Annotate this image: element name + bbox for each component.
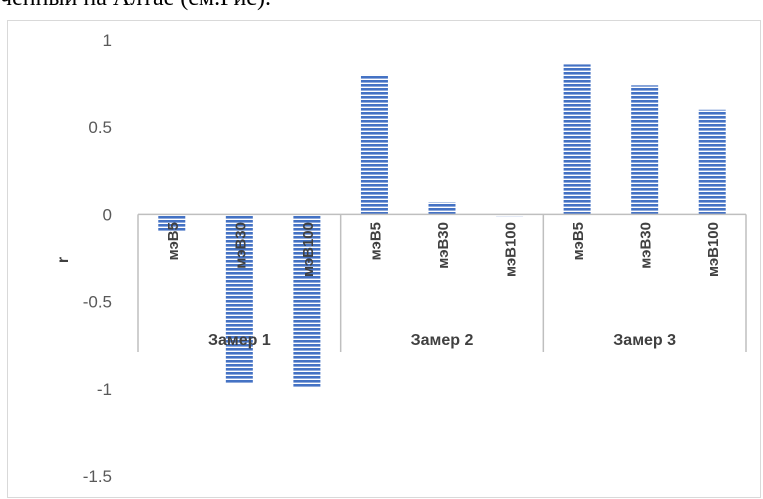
bar [631,85,659,215]
category-label: мэВ30 [232,222,249,269]
category-label: мэВ30 [435,222,452,269]
bar [563,64,591,215]
y-tick-label: 1 [103,31,112,50]
group-label: Замер 3 [613,332,676,349]
y-tick-label: -1 [97,380,112,399]
y-tick-label: 0.5 [88,118,112,137]
y-tick-label: -0.5 [83,293,112,312]
preceding-text-fragment: ченный на Алтае (см.Рис). [0,0,271,12]
y-axis-title: r [55,257,72,263]
category-label: мэВ100 [705,222,722,277]
category-label: мэВ5 [367,222,384,260]
bar [496,214,524,217]
bar [428,202,456,215]
bar [698,109,726,215]
bar [360,74,388,215]
y-tick-label: 0 [103,205,112,224]
group-label: Замер 2 [411,332,474,349]
category-label: мэВ100 [300,222,317,277]
group-label: Замер 1 [208,332,271,349]
y-tick-label: -1.5 [83,467,112,486]
bar [158,214,186,232]
category-label: мэВ5 [165,222,182,260]
category-label: мэВ100 [503,222,520,277]
category-label: мэВ30 [638,222,655,269]
category-label: мэВ5 [570,222,587,260]
bar [225,214,253,384]
bar [293,214,321,388]
